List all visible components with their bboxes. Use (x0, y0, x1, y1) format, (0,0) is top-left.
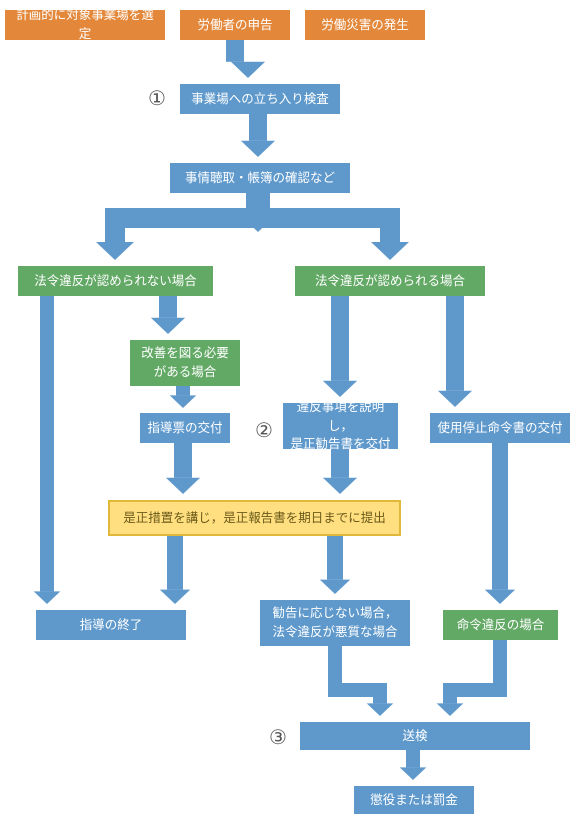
node-g1: 法令違反が認められない場合 (18, 266, 213, 296)
arrow-g1-g3 (151, 296, 185, 334)
arrow-b5-g4 (485, 443, 515, 604)
arrow-b2-split (235, 193, 281, 232)
arrow-g2-b4 (323, 296, 357, 397)
node-g4: 命令違反の場合 (443, 610, 558, 640)
arrow-g3-b3 (170, 386, 197, 408)
node-t3: 労働災害の発生 (305, 10, 425, 40)
arrow-y1-b6 (160, 536, 190, 604)
node-b7: 勧告に応じない場合，法令違反が悪質な場合 (260, 600, 410, 646)
node-t1: 計画的に対象事業場を選定 (5, 10, 165, 40)
step-marker-c3: ③ (269, 725, 287, 750)
node-b3: 指導票の交付 (140, 413, 230, 443)
node-b8: 送検 (300, 722, 530, 750)
arrow-g1-b6 (34, 296, 61, 604)
node-b5: 使用停止命令書の交付 (430, 413, 570, 443)
flowchart-canvas: 計画的に対象事業場を選定労働者の申告労働災害の発生事業場への立ち入り検査事情聴取… (0, 0, 580, 821)
node-y1: 是正措置を講じ，是正報告書を期日までに提出 (108, 500, 401, 536)
arrow-y1-b7 (320, 536, 350, 594)
arrow-g4-b8 (437, 640, 507, 716)
node-b9: 懲役または罰金 (354, 786, 474, 814)
arrow-split-g1 (96, 208, 268, 260)
arrow-b4-y1 (323, 449, 357, 494)
node-b4: 違反事項を説明し，是正勧告書を交付 (283, 403, 398, 449)
node-b1: 事業場への立ち入り検査 (180, 84, 340, 114)
node-g2: 法令違反が認められる場合 (295, 266, 485, 296)
arrow-b8-b9 (400, 750, 427, 780)
node-g3: 改善を図る必要がある場合 (130, 340, 240, 386)
node-t2: 労働者の申告 (180, 10, 290, 40)
arrow-g2-b5 (438, 296, 472, 407)
arrow-b3-y1 (166, 443, 200, 494)
arrow-split-g2 (248, 208, 409, 260)
node-b2: 事情聴取・帳簿の確認など (170, 163, 350, 193)
arrow-t2-b1 (226, 40, 265, 78)
node-b6: 指導の終了 (36, 610, 186, 640)
step-marker-c2: ② (255, 418, 273, 443)
arrow-b7-b8 (328, 646, 393, 716)
step-marker-c1: ① (148, 86, 166, 111)
arrow-b1-b2 (241, 114, 275, 157)
